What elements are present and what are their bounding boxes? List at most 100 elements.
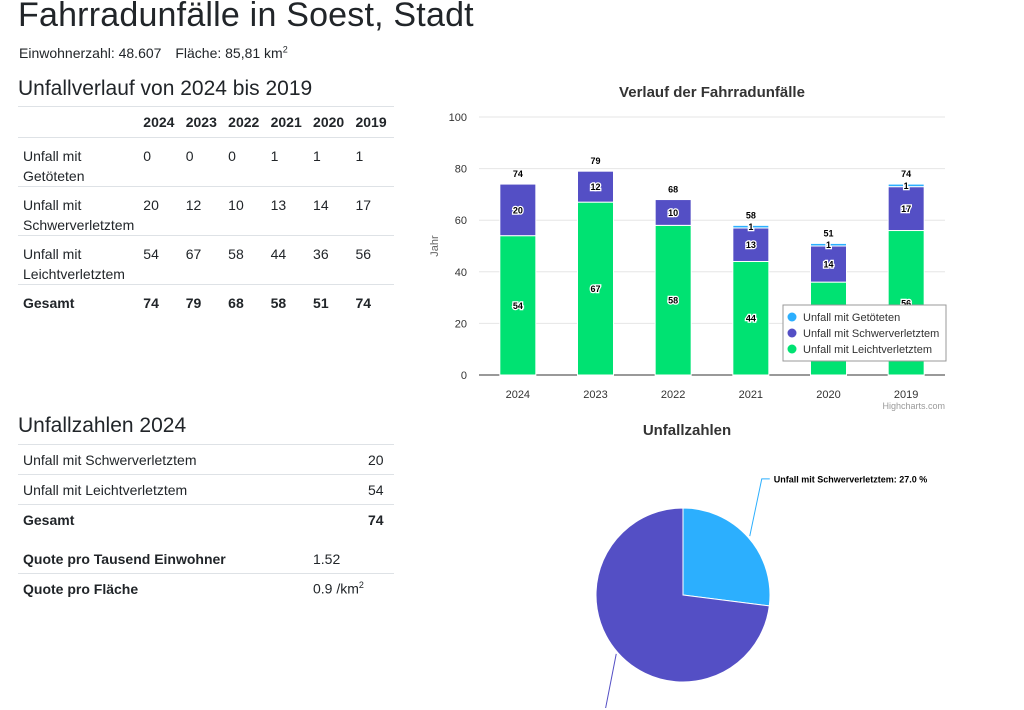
- row-label: Gesamt: [18, 504, 368, 534]
- x-tick-label: 2022: [661, 389, 685, 401]
- data-label: 67: [590, 284, 600, 294]
- history-table: 2024 2023 2022 2021 2020 2019 Unfall mit…: [18, 106, 394, 315]
- x-tick-label: 2024: [506, 389, 530, 401]
- data-label: 20: [513, 205, 523, 215]
- bar-segment: [654, 224, 692, 376]
- bar-segment: [810, 245, 847, 283]
- history-row-killed: Unfall mit Getöteten 0 0 0 1 1 1: [18, 137, 394, 187]
- bar-segment: [499, 183, 537, 237]
- data-label: 12: [590, 182, 600, 192]
- data-label: 58: [668, 296, 678, 306]
- table-cell: 68: [224, 284, 267, 315]
- data-label: 1: [904, 181, 909, 191]
- chart-title: Verlauf der Fahrradunfälle: [619, 84, 805, 101]
- population-text: Einwohnerzahl: 48.607: [19, 44, 162, 61]
- table-cell: 74: [139, 284, 182, 315]
- bar-segment: [887, 183, 925, 188]
- bar-segment: [732, 224, 770, 229]
- year-header: 2021: [266, 106, 310, 138]
- y-tick-label: 100: [449, 112, 467, 124]
- legend-marker: [787, 312, 797, 322]
- history-row-serious: Unfall mit Schwerverletztem 20 12 10 13 …: [18, 186, 394, 236]
- pie-slice: [682, 507, 771, 607]
- row-label: Unfall mit Schwerverletztem: [18, 444, 368, 475]
- total-label: 79: [590, 156, 600, 166]
- table-cell: 74: [368, 504, 394, 534]
- year-header: 2023: [181, 106, 225, 138]
- current-row-total: Gesamt 74: [18, 504, 394, 534]
- table-cell: 1.52: [313, 550, 341, 567]
- data-label: 14: [823, 260, 833, 270]
- bar-segment: [732, 260, 770, 376]
- data-label: 1: [748, 222, 753, 232]
- chart-title: Unfallzahlen: [643, 422, 731, 439]
- quota-table: Quote pro Tausend Einwohner 1.52 Quote p…: [18, 544, 394, 603]
- table-cell: 58: [266, 284, 310, 315]
- quota-row-population: Quote pro Tausend Einwohner 1.52: [18, 544, 394, 574]
- year-header: 2019: [351, 106, 394, 138]
- table-cell: 17: [351, 186, 394, 236]
- y-tick-label: 60: [455, 215, 467, 227]
- table-cell: 1: [351, 137, 394, 187]
- year-header: 2020: [309, 106, 352, 138]
- bar-chart: Verlauf der Fahrradunfälle 0 20 40 60 80 100 Ja…: [429, 84, 947, 411]
- pie-chart: Unfallzahlen Unfall mit Schwerverletztem:…: [595, 422, 928, 708]
- total-label: 58: [746, 210, 756, 220]
- y-tick-label: 0: [461, 370, 467, 382]
- row-label: Unfall mit Leichtverletztem: [18, 235, 140, 285]
- legend-item: Unfall mit Getöteten: [803, 312, 900, 324]
- y-tick-label: 80: [455, 164, 467, 176]
- x-tick-label: 2020: [816, 389, 840, 401]
- history-header-row: 2024 2023 2022 2021 2020 2019: [18, 106, 394, 138]
- total-label: 74: [901, 169, 911, 179]
- year-header: 2022: [224, 106, 267, 138]
- history-header-empty: [18, 106, 140, 138]
- x-tick-label: 2023: [583, 389, 607, 401]
- data-label: 54: [513, 301, 523, 311]
- current-heading: Unfallzahlen 2024: [18, 414, 187, 437]
- row-label: Unfall mit Getöteten: [18, 137, 140, 187]
- table-cell: 58: [224, 235, 267, 285]
- table-cell: 20: [139, 186, 182, 236]
- table-cell: 13: [266, 186, 310, 236]
- bar-segment: [577, 201, 614, 376]
- y-tick-label: 40: [455, 267, 467, 279]
- table-cell: 1: [266, 137, 310, 187]
- legend-marker: [787, 344, 797, 354]
- table-cell: 0: [181, 137, 225, 187]
- table-cell: 0.9 /km2: [313, 573, 394, 603]
- history-row-total: Gesamt 74 79 68 58 51 74: [18, 284, 394, 315]
- year-header: 2024: [139, 106, 182, 138]
- total-label: 51: [823, 228, 833, 238]
- table-cell: 14: [309, 186, 352, 236]
- row-label: Gesamt: [18, 284, 140, 315]
- table-cell: 54: [368, 474, 394, 505]
- legend-marker: [787, 328, 797, 338]
- table-cell: 0: [224, 137, 267, 187]
- bar-segment: [499, 235, 537, 376]
- current-row: Unfall mit Schwerverletztem 20: [18, 444, 394, 475]
- table-cell: 44: [266, 235, 310, 285]
- pie-label: Unfall mit Schwerverletztem: 27.0 %: [774, 474, 928, 484]
- data-label: 1: [826, 240, 831, 250]
- pie-slice: [595, 507, 770, 683]
- total-label: 74: [513, 169, 523, 179]
- history-row-light: Unfall mit Leichtverletztem 54 67 58 44 …: [18, 235, 394, 285]
- city-meta: Einwohnerzahl: 48.607 Fläche: 85,81 km2: [19, 44, 288, 61]
- row-label: Quote pro Fläche: [18, 573, 313, 603]
- table-cell: 20: [368, 444, 394, 475]
- pie-connector: [749, 478, 770, 537]
- table-cell: 1: [309, 137, 352, 187]
- table-cell: 54: [139, 235, 182, 285]
- legend-box: [782, 304, 947, 362]
- table-cell: 74: [351, 284, 394, 315]
- table-cell: 51: [309, 284, 352, 315]
- x-tick-label: 2019: [894, 389, 918, 401]
- legend-item: Unfall mit Leichtverletztem: [803, 344, 932, 356]
- table-cell: 67: [181, 235, 225, 285]
- legend-item: Unfall mit Schwerverletztem: [803, 328, 939, 340]
- data-label: 13: [746, 240, 756, 250]
- current-row: Unfall mit Leichtverletztem 54: [18, 474, 394, 505]
- table-cell: 79: [181, 284, 225, 315]
- row-label: Unfall mit Leichtverletztem: [18, 474, 368, 505]
